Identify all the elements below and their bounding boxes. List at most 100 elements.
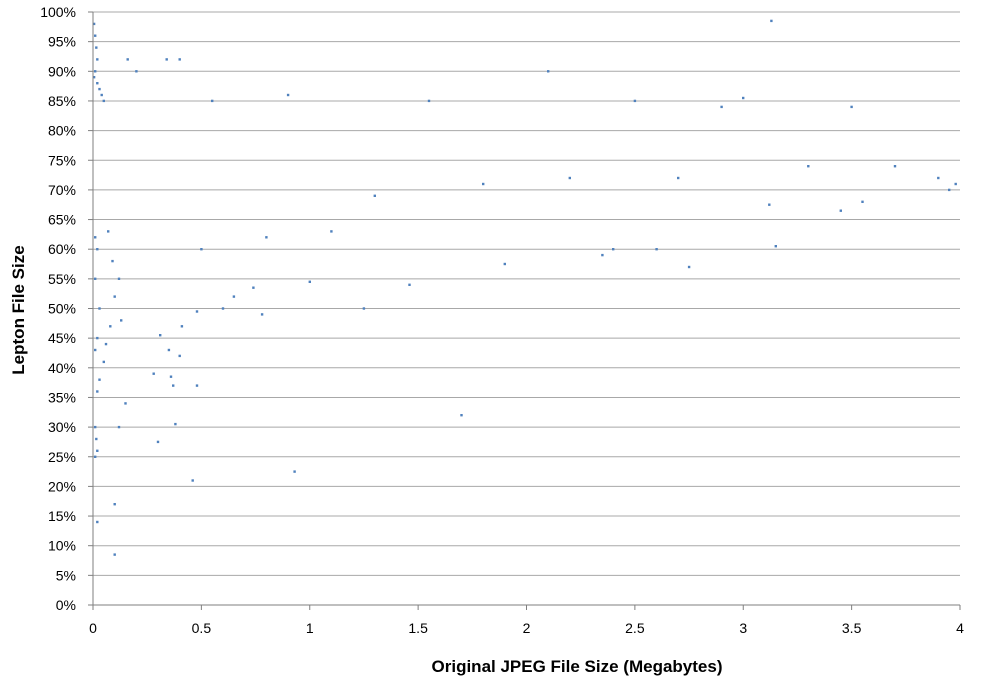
scatter-point [98, 378, 101, 381]
x-tick-labels: 0 0.5 1 1.5 2 2.5 3 3.5 4 [89, 605, 964, 636]
y-tick-label: 10% [48, 538, 76, 554]
scatter-point [373, 194, 376, 197]
scatter-point [94, 425, 97, 429]
scatter-point [111, 259, 114, 263]
scatter-point [612, 248, 615, 251]
scatter-point [362, 307, 366, 310]
y-tick-label: 5% [56, 567, 76, 583]
y-tick-label: 90% [48, 63, 76, 79]
scatter-point [113, 503, 116, 506]
scatter-point [96, 520, 99, 524]
scatter-point [200, 248, 203, 251]
scatter-point [861, 200, 864, 203]
scatter-point [92, 76, 96, 79]
scatter-point [191, 479, 194, 482]
scatter-point [547, 70, 550, 73]
scatter-point [948, 188, 951, 192]
y-tick-label: 0% [56, 597, 76, 613]
scatter-point [102, 360, 105, 364]
scatter-point [94, 348, 97, 352]
scatter-point [774, 245, 777, 248]
scatter-point [152, 372, 155, 375]
x-tick-label: 1.5 [408, 620, 428, 636]
scatter-point [893, 165, 897, 168]
scatter-point [92, 22, 96, 26]
scatter-point [94, 34, 97, 37]
y-tick-label: 85% [48, 93, 76, 109]
scatter-point [503, 262, 506, 266]
scatter-point [96, 449, 99, 452]
y-tick-label: 40% [48, 360, 76, 376]
y-tick-labels: 0% 5% 10% 15% 20% 25% 30% 35% 40% 45% 50% 55% 60% 65%… [40, 4, 93, 613]
scatter-point [633, 99, 637, 103]
scatter-point [126, 58, 129, 61]
scatter-point [96, 82, 99, 85]
scatter-point [937, 176, 940, 180]
scatter-point [172, 384, 175, 387]
scatter-point [293, 470, 296, 473]
scatter-point [102, 99, 105, 103]
y-tick-label: 55% [48, 271, 76, 287]
scatter-point [742, 96, 745, 100]
scatter-point [770, 19, 773, 23]
scatter-point [427, 99, 431, 103]
scatter-point [460, 414, 463, 417]
scatter-point [265, 236, 268, 239]
scatter-point [94, 455, 97, 458]
scatter-point [408, 283, 411, 286]
scatter-point [195, 310, 199, 313]
scatter-point [482, 182, 485, 186]
y-tick-label: 15% [48, 508, 76, 524]
scatter-point [96, 248, 99, 251]
y-tick-label: 35% [48, 389, 76, 405]
scatter-point [954, 182, 957, 186]
scatter-point [120, 319, 123, 322]
scatter-point [109, 325, 112, 328]
x-tick-label: 1 [306, 620, 314, 636]
scatter-point [655, 248, 658, 251]
x-tick-label: 3 [739, 620, 747, 636]
scatter-point [232, 295, 236, 298]
scatter-point [159, 334, 162, 337]
scatter-point [308, 280, 311, 283]
x-tick-label: 0.5 [192, 620, 212, 636]
scatter-point [850, 105, 853, 109]
x-tick-label: 2.5 [625, 620, 645, 636]
y-tick-label: 45% [48, 330, 76, 346]
scatter-point [601, 253, 604, 257]
y-tick-label: 70% [48, 182, 76, 198]
y-tick-label: 50% [48, 301, 76, 317]
scatter-point [98, 87, 101, 91]
scatter-point [107, 230, 110, 233]
scatter-point [94, 277, 97, 280]
scatter-point [677, 176, 680, 180]
scatter-point [113, 295, 116, 298]
y-tick-label: 30% [48, 419, 76, 435]
scatter-point [178, 354, 181, 358]
scatter-point [568, 176, 571, 180]
scatter-point [156, 440, 160, 444]
y-tick-label: 65% [48, 212, 76, 228]
x-tick-label: 0 [89, 620, 97, 636]
y-tick-label: 25% [48, 449, 76, 465]
y-tick-label: 75% [48, 152, 76, 168]
gridlines [93, 11, 960, 576]
scatter-point [165, 58, 168, 61]
scatter-point [211, 99, 214, 103]
scatter-point [195, 384, 199, 387]
scatter-point [96, 336, 99, 340]
y-tick-label: 80% [48, 123, 76, 139]
scatter-point [330, 230, 333, 233]
scatter-point [94, 236, 97, 239]
scatter-point [807, 165, 810, 168]
scatter-point [178, 58, 181, 61]
scatter-point [180, 325, 184, 328]
scatter-point [839, 209, 842, 212]
scatter-point [221, 307, 225, 310]
scatter-point [124, 402, 127, 405]
x-tick-label: 2 [523, 620, 531, 636]
scatter-point [174, 422, 177, 426]
x-tick-label: 3.5 [842, 620, 862, 636]
scatter-point [113, 553, 116, 556]
